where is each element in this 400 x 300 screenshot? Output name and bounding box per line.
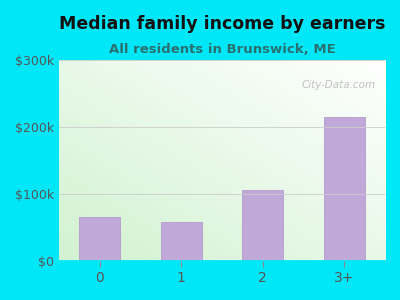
Bar bbox=[161, 222, 202, 261]
Title: Median family income by earners: Median family income by earners bbox=[59, 15, 385, 33]
Bar bbox=[242, 190, 283, 261]
Bar bbox=[79, 217, 120, 261]
Text: City-Data.com: City-Data.com bbox=[301, 80, 375, 90]
Bar bbox=[324, 116, 365, 261]
Text: All residents in Brunswick, ME: All residents in Brunswick, ME bbox=[109, 43, 335, 56]
